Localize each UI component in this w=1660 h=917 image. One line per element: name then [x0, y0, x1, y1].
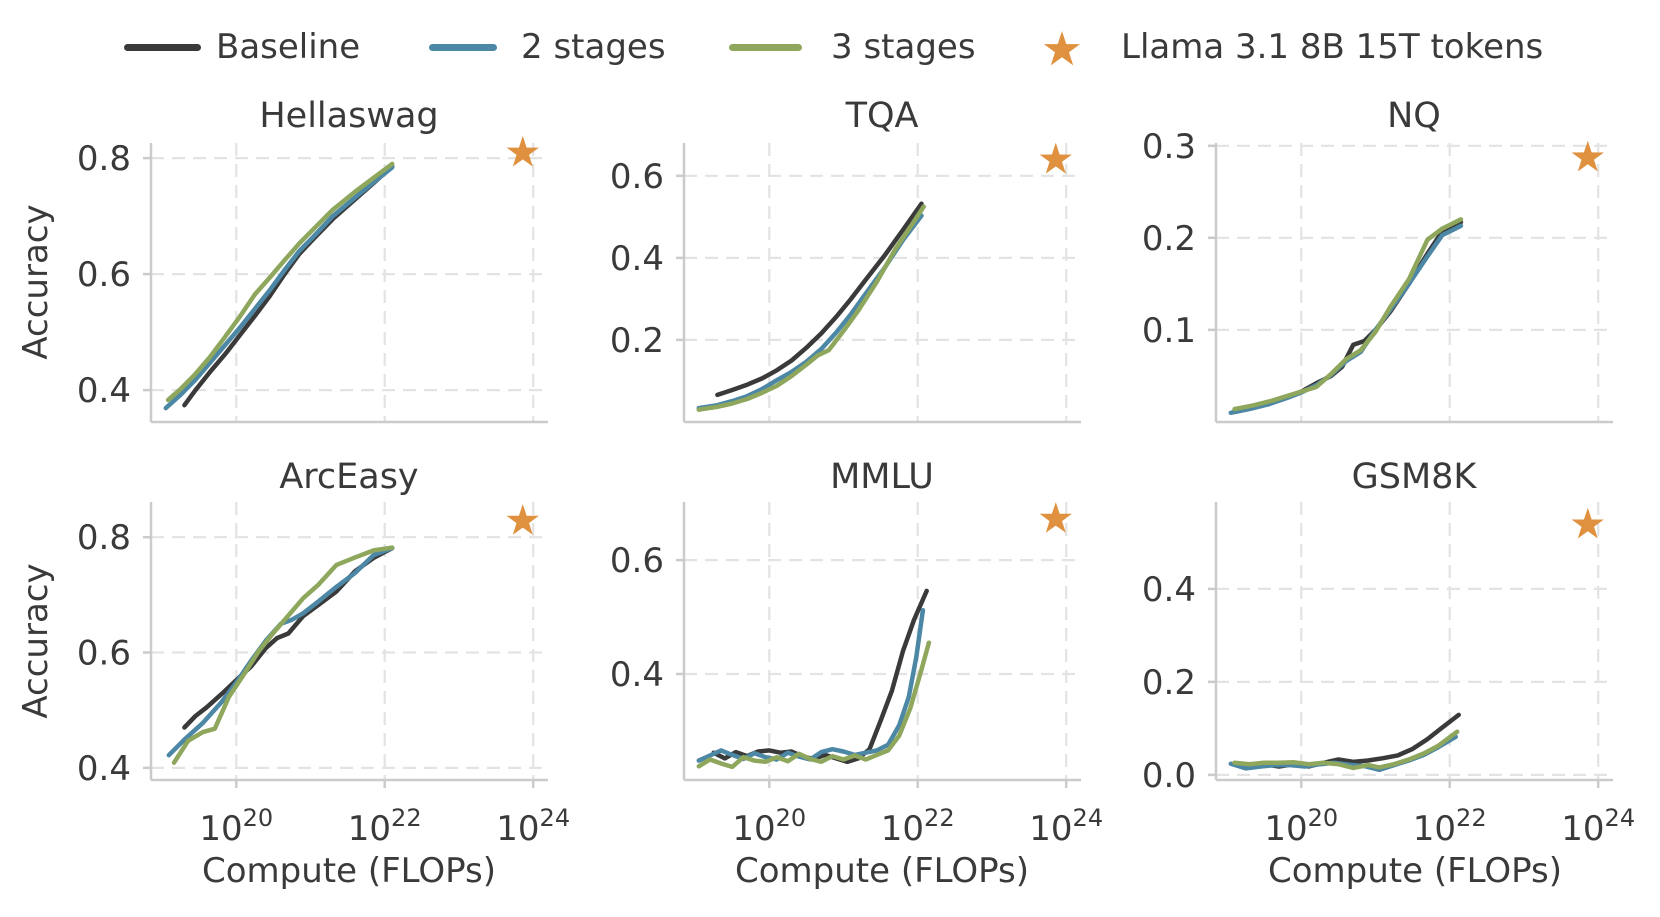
x-tick-label: 1024 [1561, 804, 1635, 849]
subplot-nq: NQ 0.1 0.2 0.3 [1142, 96, 1613, 424]
x-tick-labels: 1020 1022 1024 [199, 780, 570, 849]
y-tick-label: 0.8 [77, 139, 131, 179]
series-line-3-stages [696, 640, 932, 770]
y-tick-labels: 0.1 0.2 0.3 [1142, 127, 1216, 351]
x-tick-label: 1020 [732, 804, 806, 849]
series-line-3-stages [165, 161, 395, 403]
subplot-hellaswag: Hellaswag 0.4 0.6 0.8 [77, 96, 548, 424]
y-tick-label: 0.6 [610, 541, 664, 581]
y-tick-label: 0.3 [1142, 127, 1196, 167]
llama-star-marker [1039, 502, 1072, 533]
subplot-title: ArcEasy [279, 457, 418, 497]
subplot-title: TQA [845, 96, 919, 136]
subplot-title: NQ [1387, 96, 1441, 136]
x-tick-label: 1022 [881, 804, 955, 849]
llama-star-marker [506, 504, 539, 535]
series-line-baseline [715, 201, 924, 398]
llama-star-marker [506, 135, 539, 167]
llama-star-marker [1039, 142, 1072, 174]
x-tick-label: 1020 [1264, 804, 1338, 849]
y-tick-label: 0.0 [1142, 756, 1196, 796]
legend-line-2-stages [429, 44, 497, 51]
series-line-3-stages [1232, 217, 1464, 412]
gridlines [151, 502, 548, 780]
y-tick-label: 0.4 [610, 239, 664, 279]
y-tick-label: 0.6 [77, 255, 131, 295]
series-line-2-stages [696, 213, 924, 411]
series-line-2-stages [163, 165, 395, 411]
y-tick-label: 0.4 [1142, 570, 1196, 610]
llama-star-marker [1571, 140, 1604, 172]
y-tick-labels: 0.4 0.6 0.8 [77, 518, 151, 789]
legend-label-3-stages: 3 stages [831, 27, 976, 67]
subplot-title: MMLU [830, 457, 934, 497]
subplot-gsm8k: GSM8K 0.0 0.2 0.4 1020 1022 1024 [1142, 457, 1635, 849]
y-tick-label: 0.4 [610, 655, 664, 695]
series-line-baseline [1247, 712, 1461, 769]
x-axis-label-col1: Compute (FLOPs) [201, 851, 497, 891]
series-line-3-stages [171, 545, 395, 765]
legend-label-llama: Llama 3.1 8B 15T tokens [1121, 27, 1544, 67]
y-tick-labels: 0.2 0.4 0.6 [610, 157, 684, 361]
x-axis-label-col3: Compute (FLOPs) [1267, 851, 1563, 891]
gridlines [684, 502, 1081, 780]
legend-line-3-stages [729, 44, 802, 51]
subplot-title: Hellaswag [259, 96, 438, 136]
y-tick-label: 0.4 [77, 371, 131, 411]
x-tick-label: 1020 [199, 804, 273, 849]
series-line-baseline [182, 163, 395, 408]
series-line-baseline [1232, 219, 1464, 413]
y-tick-label: 0.2 [610, 321, 664, 361]
subplot-title: GSM8K [1352, 457, 1478, 497]
gridlines [684, 143, 1081, 422]
x-tick-labels: 1020 1022 1024 [1264, 780, 1635, 849]
series-line-2-stages [696, 607, 926, 763]
y-tick-label: 0.8 [77, 518, 131, 558]
series-line-baseline [182, 545, 395, 730]
y-tick-label: 0.2 [1142, 219, 1196, 259]
llama-star-marker [1571, 507, 1604, 539]
subplot-tqa: TQA 0.2 0.4 0.6 [610, 96, 1081, 424]
gridlines [1216, 502, 1613, 780]
y-tick-label: 0.4 [77, 749, 131, 789]
gridlines [1216, 143, 1613, 422]
legend-star-icon [1043, 31, 1081, 66]
y-tick-label: 0.2 [1142, 663, 1196, 703]
star-icon [1043, 31, 1081, 66]
x-tick-label: 1022 [1413, 804, 1487, 849]
y-tick-label: 0.1 [1142, 311, 1196, 351]
legend-label-2-stages: 2 stages [521, 27, 666, 67]
series-line-3-stages [696, 204, 926, 412]
legend-line-baseline [124, 44, 201, 51]
x-axis-label-col2: Compute (FLOPs) [734, 851, 1030, 891]
x-tick-labels: 1020 1022 1024 [732, 780, 1103, 849]
y-tick-label: 0.6 [610, 157, 664, 197]
legend-label-baseline: Baseline [216, 27, 361, 67]
series-line-3-stages [1232, 729, 1460, 771]
x-tick-label: 1022 [348, 804, 422, 849]
gridlines [151, 143, 548, 422]
y-tick-label: 0.6 [77, 634, 131, 674]
y-tick-labels: 0.4 0.6 [610, 541, 684, 695]
y-tick-labels: 0.0 0.2 0.4 [1142, 570, 1216, 796]
y-tick-labels: 0.4 0.6 0.8 [77, 139, 151, 411]
legend: Baseline 2 stages 3 stages Llama 3.1 8B … [0, 0, 1660, 80]
